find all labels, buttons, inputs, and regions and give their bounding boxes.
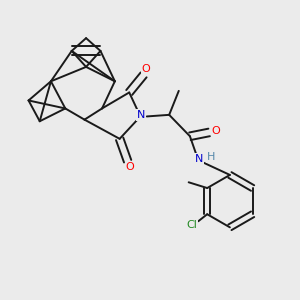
Text: O: O xyxy=(212,126,220,136)
Text: Cl: Cl xyxy=(186,220,197,230)
Text: N: N xyxy=(137,110,146,120)
Text: O: O xyxy=(142,64,151,74)
Text: N: N xyxy=(195,154,203,164)
Text: O: O xyxy=(126,162,135,172)
Text: H: H xyxy=(207,152,215,162)
